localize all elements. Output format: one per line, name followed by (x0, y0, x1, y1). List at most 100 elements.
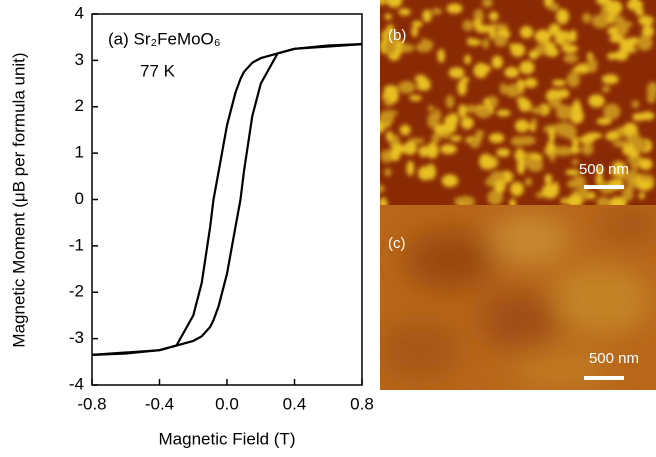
texture (473, 64, 482, 77)
texture (566, 71, 580, 88)
texture (445, 95, 455, 109)
texture (548, 126, 556, 143)
x-tick-label: 0.4 (283, 394, 307, 413)
texture (422, 9, 432, 23)
texture (624, 170, 640, 180)
annotation: (a) Sr₂FeMoO₆ (108, 29, 221, 48)
texture (582, 12, 592, 24)
texture (380, 110, 398, 117)
texture (596, 117, 612, 125)
texture (516, 159, 526, 175)
texture (399, 124, 411, 136)
texture (530, 106, 545, 114)
texture (588, 94, 605, 108)
texture (637, 179, 653, 191)
scale-bar-label: 500 nm (579, 161, 629, 178)
texture (425, 40, 434, 50)
texture (638, 158, 653, 171)
texture (480, 156, 496, 170)
texture (622, 186, 634, 201)
texture (499, 82, 507, 95)
y-tick-label: 4 (75, 3, 84, 22)
texture (606, 0, 623, 15)
y-tick-label: 3 (75, 50, 84, 69)
texture (519, 135, 536, 146)
texture (427, 105, 435, 112)
texture (492, 23, 509, 30)
texture (411, 20, 423, 28)
texture (390, 148, 401, 162)
texture (509, 198, 517, 205)
texture (596, 165, 603, 175)
texture (425, 163, 436, 180)
texture (544, 173, 553, 185)
texture (441, 174, 459, 188)
texture (474, 24, 492, 33)
texture (400, 43, 415, 53)
texture (548, 3, 560, 12)
texture (384, 40, 397, 55)
texture (588, 191, 596, 200)
texture (504, 66, 520, 78)
texture (646, 92, 656, 104)
texture (556, 8, 570, 25)
y-tick-label: 1 (75, 143, 84, 162)
texture (458, 104, 467, 118)
texture (557, 88, 570, 99)
y-tick-label: 0 (75, 189, 84, 208)
texture (483, 98, 491, 105)
texture (475, 129, 485, 139)
texture (496, 109, 511, 117)
texture (496, 148, 511, 157)
texture (527, 159, 544, 172)
texture (487, 189, 504, 205)
texture (546, 140, 555, 156)
x-tick-label: -0.8 (77, 394, 106, 413)
texture (482, 0, 493, 8)
texture (448, 67, 465, 79)
panel-label: (b) (388, 27, 406, 44)
texture (402, 142, 417, 155)
texture (447, 113, 459, 126)
texture (563, 37, 570, 45)
texture (535, 43, 547, 56)
texture (460, 116, 474, 130)
texture (549, 98, 562, 109)
texture (514, 148, 526, 162)
texture (534, 29, 552, 43)
texture (416, 81, 431, 91)
texture (631, 100, 640, 109)
texture (572, 158, 579, 166)
texture (380, 197, 388, 205)
y-tick-label: -3 (69, 328, 84, 347)
texture (465, 104, 479, 114)
texture (632, 113, 646, 122)
texture (524, 177, 533, 187)
texture (616, 21, 629, 37)
texture (450, 135, 462, 142)
y-tick-label: -2 (69, 282, 84, 301)
texture (384, 13, 392, 20)
texture (601, 74, 619, 85)
texture (406, 160, 415, 176)
texture (488, 133, 505, 144)
texture (384, 85, 398, 92)
texture (561, 44, 579, 53)
texture (491, 55, 503, 69)
texture (440, 144, 457, 155)
texture (454, 197, 463, 205)
x-tick-label: -0.4 (145, 394, 174, 413)
texture (433, 123, 447, 135)
texture (387, 87, 399, 104)
texture (554, 30, 573, 46)
texture (572, 66, 589, 73)
texture (607, 52, 617, 60)
texture (603, 103, 621, 120)
texture (609, 196, 627, 205)
texture (601, 85, 611, 93)
scale-bar-label: 500 nm (589, 350, 639, 367)
scale-bar (584, 185, 624, 189)
texture (560, 197, 569, 205)
texture (641, 25, 655, 38)
